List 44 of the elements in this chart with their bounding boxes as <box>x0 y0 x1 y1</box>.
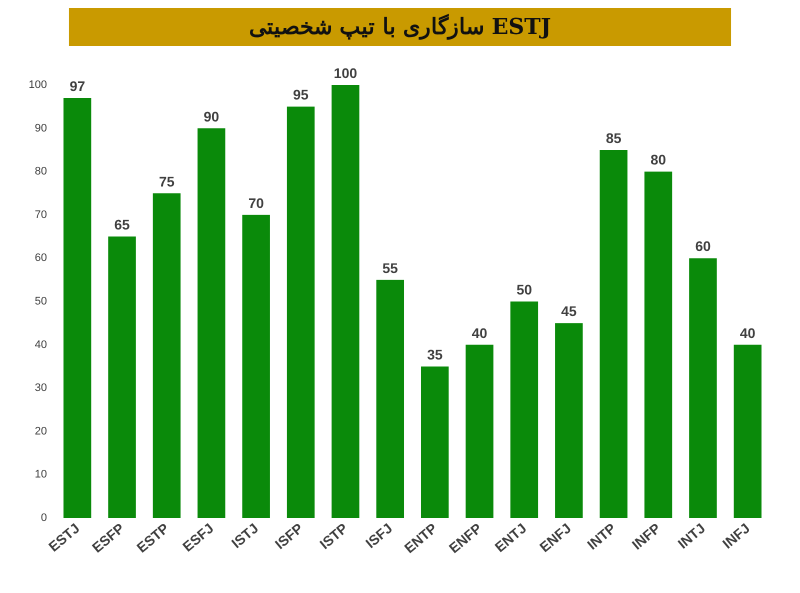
bar <box>555 323 583 518</box>
y-tick-label: 20 <box>34 425 47 438</box>
data-label: 70 <box>248 194 264 211</box>
data-label: 60 <box>695 238 711 254</box>
data-label: 90 <box>204 108 220 124</box>
y-tick-label: 50 <box>34 296 47 308</box>
y-tick-label: 0 <box>40 512 47 524</box>
data-label: 45 <box>561 303 577 320</box>
data-label: 40 <box>740 324 756 341</box>
y-tick-label: 40 <box>34 338 47 351</box>
bar <box>466 344 494 518</box>
y-tick-label: 30 <box>34 382 47 394</box>
bar <box>198 128 226 518</box>
data-label: 75 <box>158 173 175 190</box>
data-label: 35 <box>427 346 443 362</box>
data-label: 85 <box>606 130 622 146</box>
data-label: 40 <box>472 324 488 341</box>
chart-title: سازگاری با تیپ شخصیتی ESTJ <box>248 13 552 41</box>
bar <box>689 258 717 518</box>
data-label: 100 <box>334 65 358 81</box>
y-tick-label: 60 <box>34 252 47 264</box>
bar <box>332 85 360 518</box>
bar <box>510 302 538 518</box>
bar <box>644 172 672 518</box>
y-tick-label: 70 <box>34 208 47 221</box>
y-tick-label: 80 <box>34 166 47 178</box>
y-tick-label: 90 <box>34 122 47 134</box>
data-label: 55 <box>382 260 398 276</box>
data-label: 97 <box>70 78 86 94</box>
data-label: 95 <box>292 86 309 103</box>
bar <box>242 214 270 518</box>
data-label: 50 <box>516 282 532 298</box>
data-label: 80 <box>650 152 666 168</box>
bar <box>734 344 762 518</box>
y-tick-label: 10 <box>34 468 47 481</box>
bar <box>600 150 628 518</box>
data-label: 65 <box>114 216 130 233</box>
y-tick-label: 100 <box>28 79 47 91</box>
bar <box>286 106 315 518</box>
bar <box>420 366 449 518</box>
bar <box>152 193 181 518</box>
bar <box>108 236 136 518</box>
bar <box>63 98 92 518</box>
bar <box>376 280 404 518</box>
